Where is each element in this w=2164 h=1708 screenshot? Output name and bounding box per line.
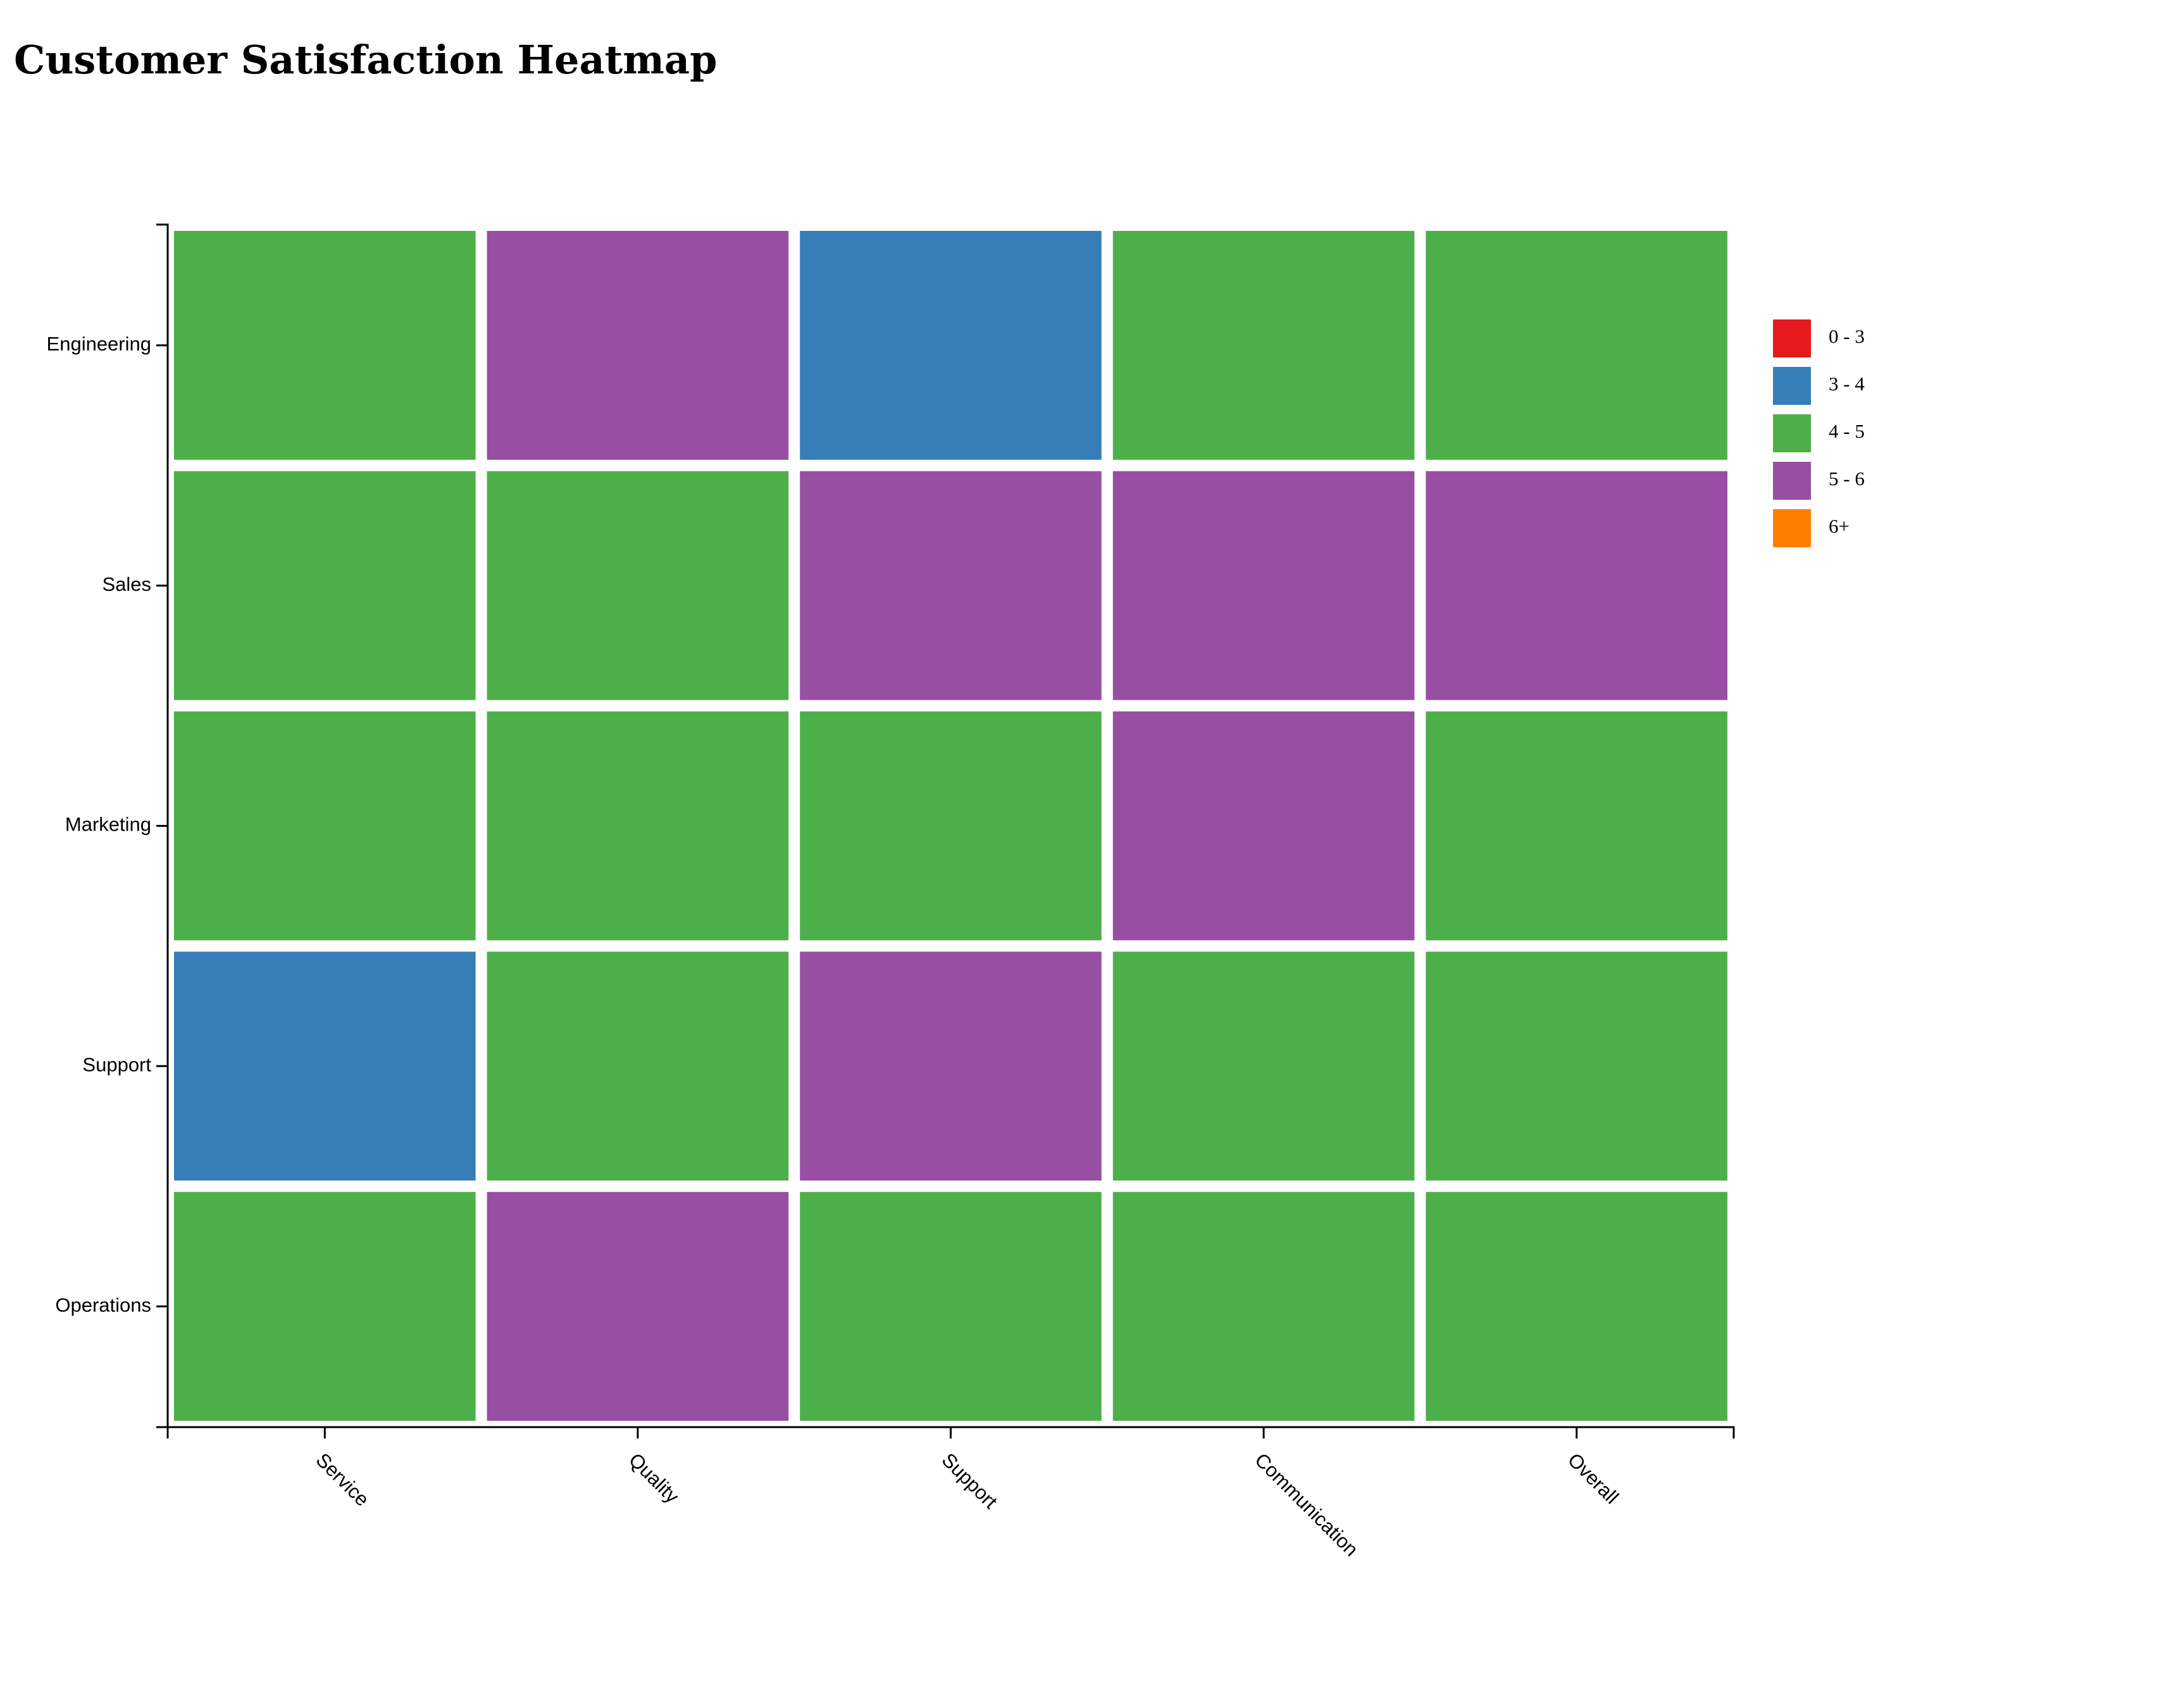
legend-swatch bbox=[1773, 509, 1811, 547]
legend-label: 0 - 3 bbox=[1829, 325, 1865, 347]
legend-label: 4 - 5 bbox=[1829, 420, 1865, 442]
legend-label: 5 - 6 bbox=[1829, 467, 1865, 490]
heatmap-cell-engineering-service bbox=[174, 231, 476, 460]
heatmap-cell-operations-communication bbox=[1112, 1192, 1415, 1421]
x-tick-label: Communication bbox=[1250, 1449, 1362, 1561]
heatmap-cell-sales-service bbox=[174, 471, 476, 700]
heatmap-cells bbox=[174, 231, 1727, 1421]
legend: 0 - 3 3 - 4 4 - 5 5 - 6 6+ bbox=[1773, 319, 1865, 547]
heatmap-cell-support-communication bbox=[1112, 951, 1415, 1181]
legend-label: 6+ bbox=[1829, 515, 1850, 537]
heatmap-cell-support-support bbox=[800, 951, 1102, 1181]
heatmap-cell-sales-overall bbox=[1426, 471, 1727, 700]
heatmap-cell-marketing-overall bbox=[1426, 711, 1727, 941]
heatmap-cell-operations-service bbox=[174, 1192, 476, 1421]
y-tick-label: Operations bbox=[55, 1294, 151, 1316]
y-tick-label: Engineering bbox=[47, 333, 151, 355]
legend-swatch bbox=[1773, 414, 1811, 452]
heatmap-cell-engineering-support bbox=[800, 231, 1102, 460]
heatmap-cell-marketing-quality bbox=[487, 711, 789, 941]
heatmap-cell-operations-quality bbox=[487, 1192, 789, 1421]
y-tick-label: Marketing bbox=[65, 814, 151, 836]
heatmap-cell-operations-overall bbox=[1426, 1192, 1727, 1421]
heatmap-cell-sales-quality bbox=[487, 471, 789, 700]
heatmap-cell-support-overall bbox=[1426, 951, 1727, 1181]
y-tick-label: Sales bbox=[102, 573, 151, 595]
heatmap-cell-support-service bbox=[174, 951, 476, 1181]
legend-label: 3 - 4 bbox=[1829, 373, 1865, 395]
x-tick-label: Overall bbox=[1564, 1449, 1623, 1508]
heatmap-cell-engineering-quality bbox=[487, 231, 789, 460]
heatmap-cell-marketing-service bbox=[174, 711, 476, 941]
legend-swatch bbox=[1773, 462, 1811, 500]
y-tick-label: Support bbox=[82, 1053, 151, 1075]
heatmap-cell-marketing-support bbox=[800, 711, 1102, 941]
x-tick-label: Quality bbox=[625, 1449, 683, 1507]
heatmap-cell-operations-support bbox=[800, 1192, 1102, 1421]
heatmap-cell-sales-support bbox=[800, 471, 1102, 700]
heatmap-cell-engineering-overall bbox=[1426, 231, 1727, 460]
legend-swatch bbox=[1773, 319, 1811, 357]
x-tick-label: Support bbox=[938, 1449, 1002, 1513]
heatmap-cell-sales-communication bbox=[1112, 471, 1415, 700]
heatmap-cell-marketing-communication bbox=[1112, 711, 1415, 941]
x-tick-label: Service bbox=[312, 1449, 374, 1511]
legend-swatch bbox=[1773, 367, 1811, 405]
heatmap-cell-support-quality bbox=[487, 951, 789, 1181]
heatmap-cell-engineering-communication bbox=[1112, 231, 1415, 460]
chart-title: Customer Satisfaction Heatmap bbox=[14, 37, 718, 83]
